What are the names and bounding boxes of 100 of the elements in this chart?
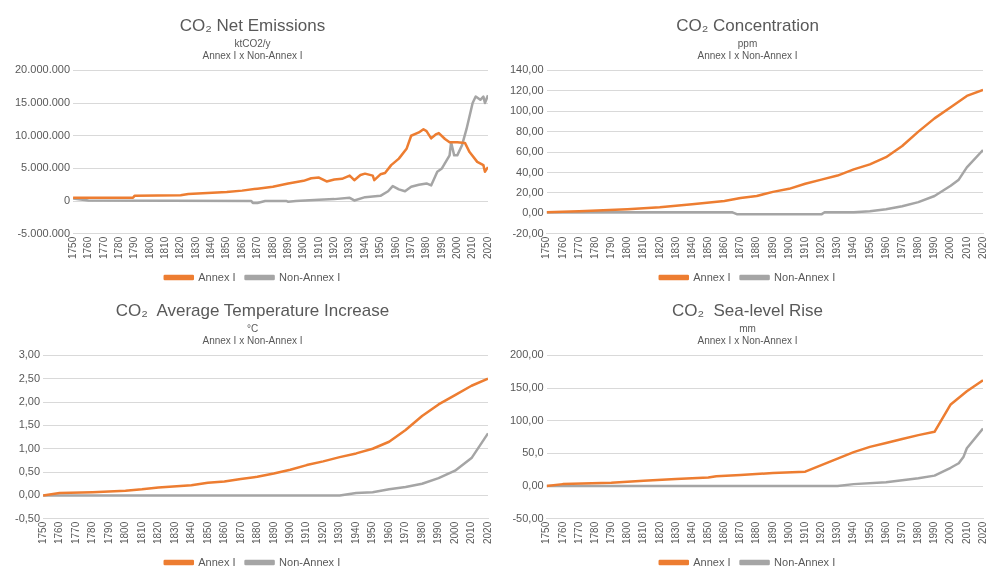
- chart-subtitle: ppm: [737, 38, 758, 50]
- x-tick-label: 2020: [481, 236, 493, 259]
- x-tick-label: 1860: [235, 236, 247, 259]
- x-tick-label: 2010: [960, 521, 972, 544]
- chart-subtitle: °C: [246, 323, 259, 335]
- x-tick-label: 1750: [540, 521, 552, 544]
- y-tick-label: 0: [63, 194, 71, 207]
- legend-label: Non-Annex I: [774, 555, 836, 568]
- y-tick-label: 2,00: [18, 395, 41, 408]
- x-tick-label: 1800: [621, 521, 633, 544]
- text: Annex I x Non-Annex I: [697, 50, 798, 62]
- x-tick-label: 1990: [435, 236, 447, 259]
- x-tick-label: 1910: [300, 521, 312, 544]
- x-tick-label: 1880: [251, 521, 263, 544]
- x-tick-label: 2010: [465, 521, 477, 544]
- x-tick-label: 1810: [637, 521, 649, 544]
- y-tick-label: 1,00: [18, 441, 41, 454]
- chart-title: CO₂ Average Temperature Increase: [115, 300, 390, 320]
- y-tick-label: 140,00: [509, 63, 544, 76]
- x-tick-label: 1780: [588, 236, 600, 259]
- x-tick-label: 1920: [815, 521, 827, 544]
- x-tick-label: 1900: [284, 521, 295, 544]
- x-tick-label: 1920: [815, 236, 827, 259]
- x-tick-label: 1890: [766, 521, 778, 544]
- x-tick-label: 1930: [831, 236, 843, 259]
- x-tick-label: 2020: [481, 521, 493, 544]
- x-tick-label: 1790: [605, 236, 617, 259]
- y-tick-label: -50,00: [512, 511, 544, 524]
- x-tick-label: 1770: [69, 521, 81, 544]
- x-tick-label: 1830: [669, 236, 681, 259]
- x-tick-label: 1990: [432, 521, 444, 544]
- x-tick-label: 1890: [766, 236, 778, 259]
- x-tick-label: 1920: [316, 521, 328, 544]
- x-tick-label: 1940: [349, 521, 361, 544]
- x-tick-label: 1900: [297, 236, 309, 259]
- x-tick-label: 1960: [879, 236, 891, 259]
- y-tick-label: 20.000.000: [14, 63, 71, 76]
- x-tick-label: 1950: [366, 521, 378, 544]
- y-tick-label: -20,00: [512, 226, 544, 239]
- text: Annex I x Non-Annex I: [202, 50, 303, 62]
- x-tick-label: 1850: [702, 521, 714, 544]
- x-tick-label: 1970: [399, 521, 411, 544]
- x-tick-label: 1840: [685, 236, 697, 259]
- x-tick-label: 1900: [782, 236, 794, 259]
- x-tick-label: 1980: [912, 236, 924, 259]
- y-tick-label: -0,50: [14, 511, 41, 524]
- x-tick-label: 1920: [328, 236, 340, 259]
- x-tick-label: 2020: [976, 521, 988, 544]
- x-tick-label: 1780: [112, 236, 124, 259]
- x-tick-label: 1940: [358, 236, 370, 259]
- x-tick-label: 1950: [863, 521, 875, 544]
- x-tick-label: 1780: [588, 521, 600, 544]
- chart-title: CO₂ Sea-level Rise: [671, 300, 824, 320]
- x-tick-label: 1840: [185, 521, 197, 544]
- y-tick-label: 150,00: [509, 381, 544, 394]
- chart-subtitle: ktCO2/y: [234, 38, 271, 50]
- y-tick-label: 0,00: [522, 479, 544, 492]
- x-tick-label: 1890: [267, 521, 279, 544]
- x-tick-label: 1990: [928, 521, 940, 544]
- x-tick-label: 1960: [382, 521, 394, 544]
- x-tick-label: 1930: [333, 521, 345, 544]
- x-tick-label: 1870: [734, 521, 746, 544]
- x-tick-label: 1750: [540, 236, 552, 259]
- x-tick-label: 1820: [152, 521, 164, 544]
- x-tick-label: 1820: [174, 236, 186, 259]
- x-tick-label: 1750: [36, 521, 48, 544]
- x-tick-label: 2010: [960, 236, 972, 259]
- y-tick-label: 120,00: [509, 83, 544, 96]
- x-tick-label: 1960: [389, 236, 401, 259]
- x-tick-label: 1840: [685, 521, 697, 544]
- x-tick-label: 1800: [621, 236, 633, 259]
- x-tick-label: 1950: [374, 236, 386, 259]
- x-tick-label: 1820: [653, 236, 665, 259]
- x-tick-label: 1910: [798, 521, 810, 544]
- x-tick-label: 1780: [86, 521, 98, 544]
- x-tick-label: 1770: [572, 236, 584, 259]
- y-tick-label: 200,00: [509, 348, 544, 361]
- x-tick-label: 1860: [218, 521, 230, 544]
- chart-subtitle: mm: [739, 323, 756, 335]
- x-tick-label: 1960: [879, 521, 891, 544]
- y-tick-label: 5.000.000: [21, 161, 71, 174]
- y-tick-label: 10.000.000: [14, 128, 71, 141]
- legend-label: Non-Annex I: [279, 270, 341, 283]
- y-tick-label: 60,00: [516, 145, 544, 158]
- x-tick-label: 1810: [159, 236, 171, 259]
- x-tick-label: 1750: [66, 236, 78, 259]
- y-tick-label: 50,0: [522, 446, 544, 459]
- x-tick-label: 1870: [251, 236, 263, 259]
- x-tick-label: 1810: [135, 521, 147, 544]
- x-tick-label: 1970: [895, 521, 907, 544]
- x-tick-label: 1830: [168, 521, 180, 544]
- x-tick-label: 1840: [205, 236, 217, 259]
- y-tick-label: 40,00: [516, 165, 544, 178]
- x-tick-label: 1790: [128, 236, 140, 259]
- x-tick-label: 1770: [572, 521, 584, 544]
- x-tick-label: 2010: [466, 236, 478, 259]
- chart-title: CO₂ Concentration: [676, 15, 819, 35]
- x-tick-label: 1880: [750, 236, 762, 259]
- x-tick-label: 2000: [448, 521, 460, 544]
- x-tick-label: 1910: [798, 236, 810, 259]
